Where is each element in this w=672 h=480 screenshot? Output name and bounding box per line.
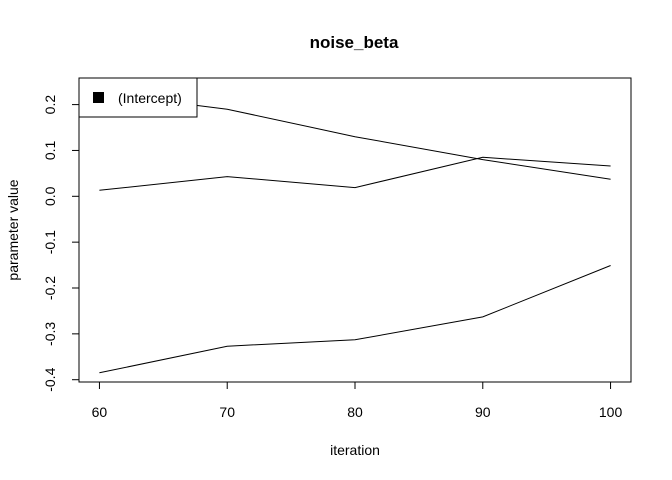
legend-swatch	[93, 92, 104, 103]
legend: (Intercept)	[78, 77, 198, 118]
y-axis: -0.4 -0.3 -0.2 -0.1 0.0 0.1 0.2	[42, 95, 80, 392]
y-axis-label: parameter value	[5, 179, 21, 280]
y-tick-label: 0.2	[42, 95, 58, 115]
x-tick-label: 80	[347, 404, 363, 420]
y-tick-label: -0.4	[42, 367, 58, 391]
chart-title: noise_beta	[310, 33, 399, 52]
x-tick-label: 70	[219, 404, 235, 420]
x-axis: 60 70 80 90 100	[92, 381, 623, 420]
series-line-2	[99, 156, 611, 191]
series-layer	[99, 92, 611, 374]
x-tick-label: 60	[92, 404, 108, 420]
x-axis-label: iteration	[330, 442, 380, 458]
plot-area	[78, 77, 632, 383]
y-tick-label: -0.3	[42, 322, 58, 346]
x-tick-label: 100	[599, 404, 623, 420]
legend-entry-label: (Intercept)	[118, 90, 182, 106]
y-tick-label: -0.2	[42, 276, 58, 300]
series-line-3	[99, 265, 611, 374]
x-tick-label: 90	[475, 404, 491, 420]
y-tick-label: -0.1	[42, 230, 58, 254]
y-tick-label: 0.0	[42, 186, 58, 206]
y-tick-label: 0.1	[42, 140, 58, 160]
